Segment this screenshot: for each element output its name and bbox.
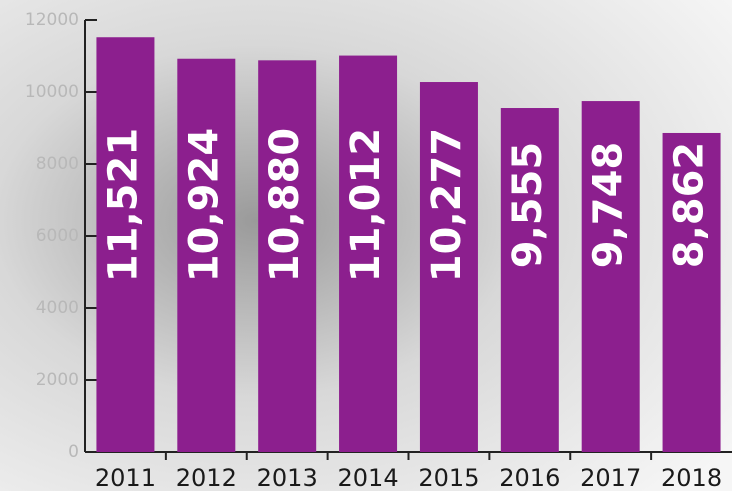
value-label: 10,924 [181,128,227,282]
value-label: 11,521 [100,128,146,282]
x-tick-label: 2017 [580,464,641,491]
bar [419,82,478,452]
x-tick-label: 2018 [661,464,722,491]
y-tick-label: 12000 [25,10,79,30]
x-tick-label: 2012 [176,464,237,491]
value-label: 10,277 [424,128,470,282]
x-tick-label: 2013 [257,464,318,491]
x-tick-label: 2015 [418,464,479,491]
value-label: 8,862 [667,142,713,269]
y-tick-label: 10000 [25,82,79,102]
value-label: 11,012 [343,128,389,282]
x-tick-label: 2014 [338,464,399,491]
value-label: 9,555 [505,142,551,269]
bar [96,37,155,453]
y-tick-label: 8000 [36,154,79,174]
bar [258,60,317,452]
bar [177,58,236,453]
x-tick-label: 2011 [95,464,156,491]
bar [662,132,721,452]
bar [339,55,398,453]
bar [581,101,640,453]
y-tick-label: 6000 [36,226,79,246]
value-label: 9,748 [586,142,632,269]
y-tick-label: 2000 [36,370,79,390]
bar [500,108,559,453]
y-tick-label: 4000 [36,298,79,318]
value-label: 10,880 [262,128,308,282]
x-tick-label: 2016 [499,464,560,491]
y-tick-label: 0 [68,442,79,462]
